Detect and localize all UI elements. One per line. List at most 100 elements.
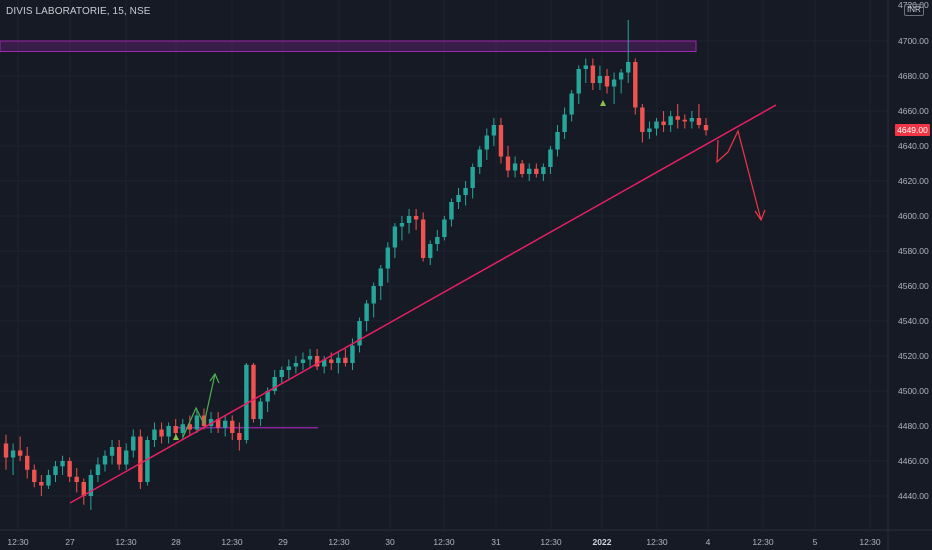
candle-body[interactable]: [527, 168, 532, 174]
candle-body[interactable]: [336, 357, 341, 363]
candle-body[interactable]: [611, 79, 617, 87]
candle-body[interactable]: [17, 450, 23, 456]
candle-body[interactable]: [3, 443, 9, 458]
candle-body[interactable]: [131, 436, 136, 451]
candle-body[interactable]: [357, 321, 362, 346]
candle-body[interactable]: [484, 135, 490, 150]
candle-body[interactable]: [307, 356, 313, 360]
trendline[interactable]: [69, 104, 777, 504]
candle-body[interactable]: [696, 118, 702, 125]
candle-body[interactable]: [32, 469, 37, 482]
candle-body[interactable]: [541, 167, 546, 174]
candle-body[interactable]: [519, 163, 525, 175]
candle-body[interactable]: [406, 216, 412, 223]
candle-body[interactable]: [208, 419, 214, 426]
candle-body[interactable]: [576, 69, 581, 94]
candle-body[interactable]: [194, 415, 200, 430]
candle-body[interactable]: [39, 482, 44, 486]
candle-body[interactable]: [350, 345, 355, 364]
candle-body[interactable]: [279, 370, 284, 377]
candle-body[interactable]: [477, 149, 482, 168]
candle-body[interactable]: [152, 429, 157, 441]
candle-body[interactable]: [244, 364, 249, 440]
candle-body[interactable]: [145, 440, 150, 482]
candle-body[interactable]: [237, 433, 242, 440]
projection-up-path[interactable]: [182, 373, 216, 438]
candle-body[interactable]: [10, 450, 16, 458]
candle-body[interactable]: [215, 419, 221, 428]
candle-body[interactable]: [640, 107, 645, 133]
candle-body[interactable]: [314, 356, 320, 367]
candle-body[interactable]: [222, 420, 228, 428]
candle-body[interactable]: [512, 163, 518, 171]
candle-body[interactable]: [124, 450, 129, 465]
candle-body[interactable]: [435, 237, 440, 244]
candle-body[interactable]: [399, 223, 405, 227]
candle-body[interactable]: [109, 447, 115, 456]
candle-body[interactable]: [555, 132, 560, 150]
candle-body[interactable]: [258, 401, 263, 420]
resistance-zone[interactable]: [0, 40, 697, 52]
candle-body[interactable]: [534, 168, 539, 174]
candle-body[interactable]: [102, 455, 108, 465]
candle-body[interactable]: [81, 482, 86, 496]
candle-body[interactable]: [230, 420, 235, 433]
candle-body[interactable]: [590, 65, 596, 84]
candle-body[interactable]: [491, 125, 497, 136]
candle-body[interactable]: [428, 244, 433, 258]
candle-body[interactable]: [364, 303, 369, 322]
candle-body[interactable]: [60, 461, 65, 467]
candle-body[interactable]: [265, 391, 270, 402]
candle-body[interactable]: [647, 128, 652, 133]
candle-body[interactable]: [286, 366, 292, 371]
candle-body[interactable]: [300, 359, 306, 364]
candle-body[interactable]: [385, 247, 391, 269]
candle-body[interactable]: [392, 226, 398, 248]
candle-body[interactable]: [378, 268, 383, 287]
candle-body[interactable]: [187, 424, 193, 430]
candle-body[interactable]: [413, 216, 419, 220]
candle-body[interactable]: [67, 461, 72, 477]
candle-body[interactable]: [626, 62, 631, 73]
candle-body[interactable]: [668, 116, 673, 125]
symbol-title[interactable]: DIVIS LABORATORIE, 15, NSE: [6, 6, 151, 17]
candle-body[interactable]: [689, 118, 695, 122]
candle-body[interactable]: [505, 156, 511, 171]
candle-body[interactable]: [442, 219, 447, 238]
candle-body[interactable]: [661, 121, 666, 126]
candle-body[interactable]: [329, 359, 334, 364]
candle-body[interactable]: [88, 475, 94, 496]
candle-body[interactable]: [201, 415, 207, 427]
candle-body[interactable]: [95, 464, 101, 476]
candle-body[interactable]: [293, 363, 299, 367]
candle-body[interactable]: [74, 476, 79, 482]
candle-body[interactable]: [53, 466, 58, 475]
candle-body[interactable]: [251, 364, 256, 419]
candle-body[interactable]: [604, 76, 610, 87]
candle-body[interactable]: [449, 202, 454, 220]
candle-body[interactable]: [470, 167, 475, 188]
candle-body[interactable]: [498, 125, 504, 157]
candle-body[interactable]: [272, 377, 277, 391]
candle-body[interactable]: [463, 188, 468, 195]
candle-body[interactable]: [343, 357, 348, 363]
candle-body[interactable]: [321, 359, 327, 367]
candle-body[interactable]: [173, 426, 178, 433]
candle-body[interactable]: [633, 62, 638, 108]
candle-body[interactable]: [562, 114, 567, 133]
candle-body[interactable]: [569, 93, 574, 115]
candle-body[interactable]: [159, 429, 164, 437]
candle-body[interactable]: [682, 119, 687, 122]
candle-body[interactable]: [25, 455, 30, 470]
candle-body[interactable]: [46, 475, 51, 486]
candle-body[interactable]: [180, 424, 185, 433]
candle-body[interactable]: [597, 76, 603, 83]
candle-body[interactable]: [371, 286, 376, 304]
candle-body[interactable]: [618, 72, 624, 80]
candle-body[interactable]: [456, 195, 461, 202]
candle-body[interactable]: [138, 436, 143, 483]
candle-body[interactable]: [654, 121, 659, 129]
candle-body[interactable]: [675, 116, 680, 120]
candle-body[interactable]: [548, 149, 553, 168]
